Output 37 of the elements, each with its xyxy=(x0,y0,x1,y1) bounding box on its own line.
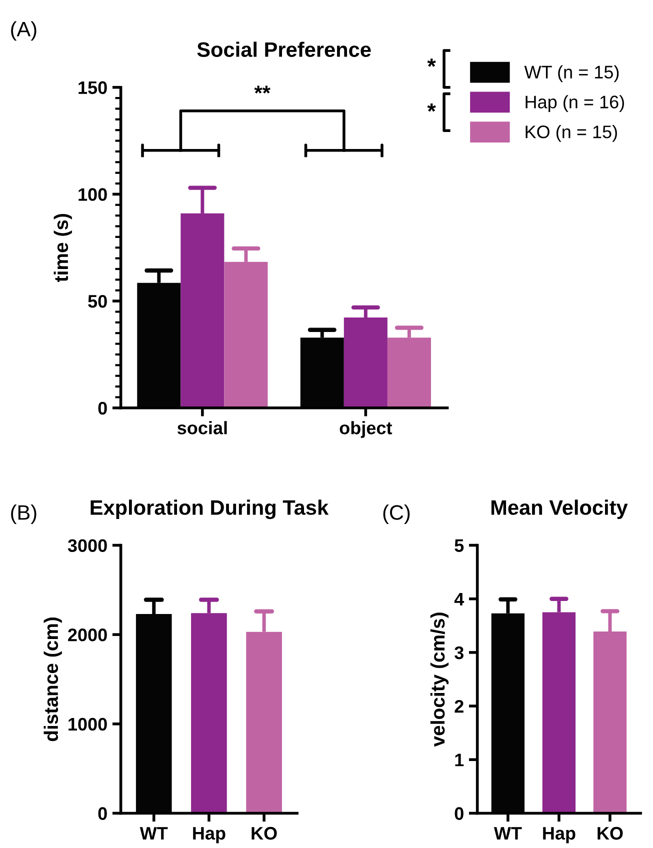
text: * xyxy=(427,58,436,67)
x-tick-label: Hap xyxy=(193,827,226,844)
text: (C) xyxy=(383,504,410,524)
legend-label: WT (n = 15) xyxy=(524,65,619,82)
y-tick-label: 1 xyxy=(455,754,464,766)
x-tick-label: WT xyxy=(140,827,168,840)
y-tick-label: 2000 xyxy=(68,628,107,642)
chart-title: Mean Velocity xyxy=(491,500,628,520)
y-tick-label: 0 xyxy=(454,807,464,820)
text: (B) xyxy=(11,504,36,524)
y-tick-label: 2 xyxy=(454,700,464,713)
chart-title: Social Preference xyxy=(197,42,371,57)
y-tick-label: 4 xyxy=(454,592,464,606)
x-tick-label: KO xyxy=(598,826,623,840)
x-tick-label: KO xyxy=(252,826,277,840)
annotation: * xyxy=(427,103,436,112)
annotation: ** xyxy=(254,86,270,94)
y-tick-label: 5 xyxy=(454,539,464,552)
y-tick-label: 100 xyxy=(78,188,107,201)
chart-title: Exploration During Task xyxy=(90,500,329,520)
legend-label: KO (n = 15) xyxy=(526,125,617,142)
y-tick-label: 3 xyxy=(454,646,464,660)
x-tick-label: object xyxy=(340,421,392,438)
y-tick-label: 3000 xyxy=(68,539,107,552)
x-tick-label: social xyxy=(177,421,227,434)
legend-label: Hap (n = 16) xyxy=(526,95,624,112)
x-tick-label: WT xyxy=(494,827,522,840)
text: (A) xyxy=(11,21,36,41)
y-axis-title: time (s) xyxy=(54,214,72,282)
x-tick-label: Hap xyxy=(543,827,576,844)
y-tick-label: 0 xyxy=(98,807,107,820)
y-tick-label: 50 xyxy=(88,294,107,308)
y-tick-label: 150 xyxy=(78,81,107,94)
y-tick-label: 1000 xyxy=(68,718,107,731)
y-axis-title: velocity (cm/s) xyxy=(430,612,449,747)
y-axis-title: distance (cm) xyxy=(44,618,62,742)
y-tick-label: 0 xyxy=(98,402,107,415)
